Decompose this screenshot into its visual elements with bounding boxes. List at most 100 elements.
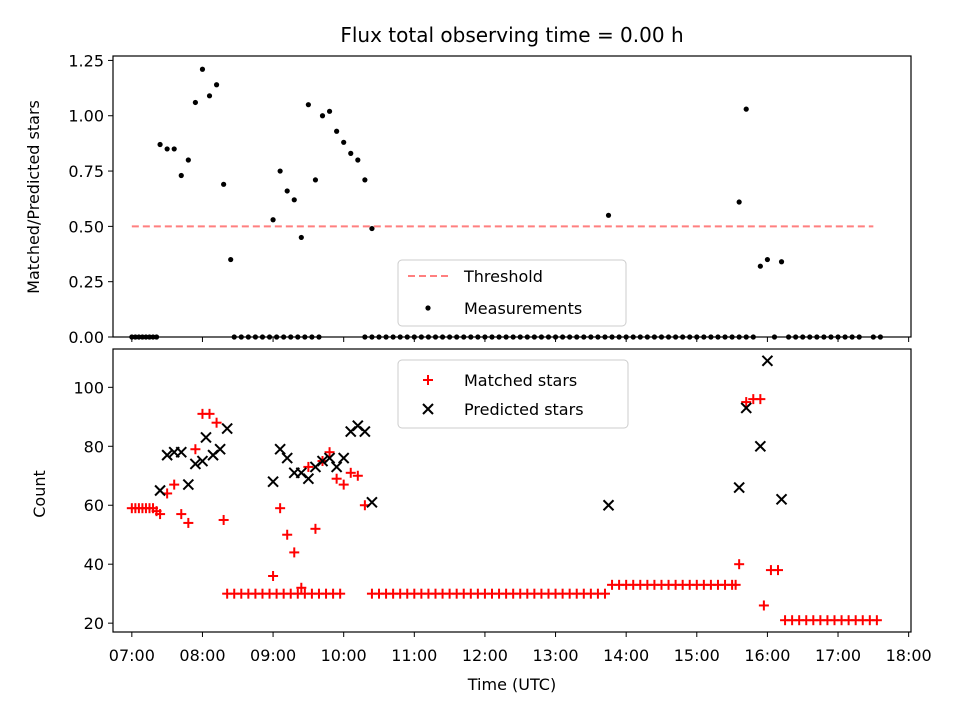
- measurement-point: [199, 66, 206, 72]
- predicted-star-point: [323, 452, 336, 464]
- x-b: [775, 493, 788, 506]
- matched-star-point: [345, 467, 356, 478]
- bottom-y-tick-label: 100: [73, 378, 104, 397]
- top-legend-box: [397, 259, 627, 327]
- predicted-legend-swatch: [422, 403, 434, 415]
- bottom-axes-frame: [112, 348, 912, 633]
- measurement-point: [171, 146, 177, 152]
- x-b: [175, 446, 187, 458]
- legend-label-measurements: Measurements: [464, 299, 582, 318]
- predicted-star-point: [200, 431, 212, 444]
- top-y-tick-label: 1.25: [68, 51, 104, 70]
- top-panel: 0.00 0.25 0.50 0.75 1.00 1.25 Matched/Predict…: [24, 51, 912, 347]
- measurement-point: [362, 177, 368, 183]
- matched-star-point: [352, 470, 363, 481]
- predicted-star-point: [221, 422, 233, 435]
- measurement-point: [605, 212, 612, 218]
- measurement-point: [348, 150, 354, 156]
- bottom-y-ticks: 20 40 60 80 100: [73, 378, 113, 633]
- x-b: [302, 473, 315, 485]
- x-b: [281, 452, 293, 464]
- x-b: [295, 467, 308, 479]
- bottom-panel: 20 40 60 80 100 07:00 08:00 09:00 10:00 11:00 12:…: [30, 348, 932, 694]
- x-b: [221, 422, 233, 435]
- matched-star-point: [169, 479, 180, 490]
- matched-star-point: [289, 547, 300, 558]
- legend-label-threshold: Threshold: [463, 267, 543, 286]
- matched-star-point: [282, 529, 293, 540]
- x-b: [740, 402, 752, 414]
- bottom-x-tick-label: 15:00: [674, 646, 720, 665]
- matched-star-point: [155, 509, 166, 520]
- matched-star-point: [303, 461, 314, 472]
- matched-star-point: [331, 473, 342, 484]
- measurement-point: [319, 113, 326, 119]
- bottom-x-tick-label: 11:00: [391, 646, 437, 665]
- matched-star-point: [741, 397, 752, 408]
- predicted-star-point: [267, 475, 279, 488]
- measurement-point: [757, 263, 763, 269]
- x-b: [316, 455, 329, 467]
- matched-star-point: [176, 509, 187, 520]
- x-b: [754, 440, 767, 452]
- predicted-star-point: [359, 425, 371, 438]
- bottom-x-tick-label: 09:00: [250, 646, 296, 665]
- top-legend: Threshold Measurements: [397, 259, 627, 327]
- predicted-star-point: [366, 496, 378, 508]
- predicted-star-point: [337, 452, 350, 464]
- measurement-point: [764, 256, 771, 263]
- predicted-star-point: [154, 484, 166, 497]
- matched-star-point: [734, 559, 745, 570]
- top-x-ticks: [131, 337, 910, 342]
- bottom-x-tick-label: 14:00: [603, 646, 649, 665]
- bottom-x-tick-label: 17:00: [815, 646, 861, 665]
- bottom-x-ticks: 07:00 08:00 09:00 10:00 11:00 12:00 13:00 14:00…: [109, 632, 932, 665]
- matched-star-point: [310, 523, 321, 534]
- predicted-star-point: [761, 355, 774, 367]
- matched-star-point: [268, 570, 279, 581]
- bottom-x-tick-label: 08:00: [179, 646, 225, 665]
- matched-legend-swatch: [423, 375, 433, 385]
- x-b: [200, 431, 212, 444]
- x-b: [274, 443, 286, 455]
- measurement-point: [341, 139, 347, 145]
- bottom-x-tick-label: 13:00: [532, 646, 578, 665]
- x-b: [366, 496, 378, 508]
- x-b: [352, 419, 364, 432]
- measurement-point: [284, 188, 290, 194]
- measurement-point: [305, 102, 311, 108]
- matched-star-point: [190, 444, 201, 455]
- top-y-tick-label: 0.25: [68, 273, 104, 292]
- measurement-point: [277, 168, 283, 174]
- predicted-star-point: [182, 478, 195, 491]
- predicted-star-point: [740, 402, 752, 414]
- x-b: [337, 452, 350, 464]
- measurement-point: [778, 259, 785, 265]
- matched-star-point: [758, 600, 769, 611]
- predicted-star-point: [274, 443, 286, 455]
- measurement-point: [291, 197, 297, 203]
- measurement-point: [312, 177, 319, 183]
- top-marks: [129, 66, 883, 340]
- x-b: [214, 443, 226, 455]
- matched-star-point: [871, 615, 882, 626]
- measurement-point: [228, 256, 234, 263]
- measurement-point: [355, 157, 361, 163]
- bottom-y-tick-label: 20: [84, 614, 104, 633]
- bottom-legend-box: [397, 359, 629, 429]
- measurement-point: [206, 93, 213, 99]
- matched-star-point: [211, 417, 222, 428]
- measurement-point: [326, 108, 333, 114]
- matched-star-point: [338, 479, 349, 490]
- predicted-star-point: [330, 461, 343, 473]
- predicted-star-point: [302, 473, 315, 485]
- x-b: [267, 475, 279, 488]
- predicted-star-point: [733, 481, 745, 494]
- x-b: [161, 449, 173, 461]
- top-axes-frame: [112, 55, 912, 338]
- measurement-point: [334, 128, 340, 134]
- top-y-tick-label: 0.50: [68, 217, 104, 236]
- measurement-point: [192, 99, 198, 106]
- bottom-legend: Matched stars Predicted stars: [397, 359, 629, 429]
- predicted-star-point: [281, 452, 293, 464]
